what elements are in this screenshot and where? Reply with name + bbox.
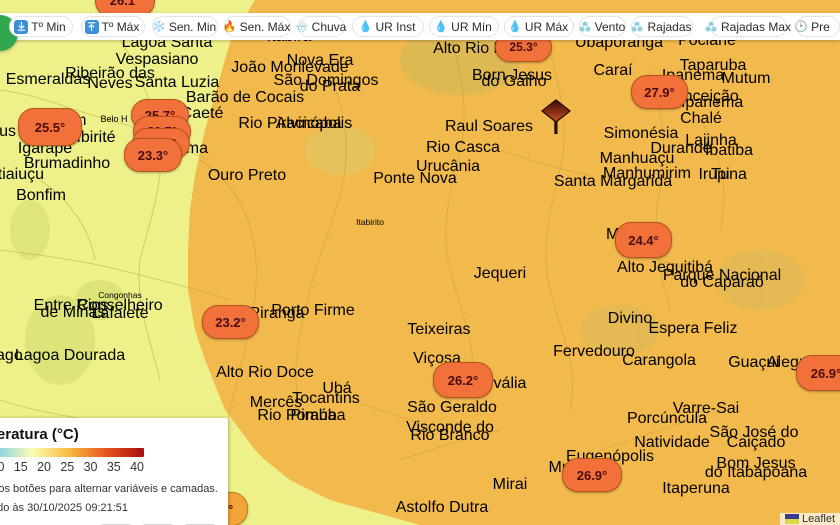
svg-text:Porcúncula: Porcúncula: [627, 410, 707, 427]
svg-text:São Geraldo: São Geraldo: [407, 399, 497, 416]
svg-text:Ibirité: Ibirité: [76, 129, 115, 146]
svg-text:Jequeri: Jequeri: [474, 265, 526, 282]
svg-text:Bonfim: Bonfim: [16, 187, 66, 204]
svg-text:Carangola: Carangola: [622, 352, 696, 369]
svg-text:Mutum: Mutum: [722, 70, 771, 87]
svg-text:do Caparaó: do Caparaó: [680, 274, 764, 291]
svg-text:Belo H: Belo H: [100, 114, 127, 124]
svg-text:Barão de Cocais: Barão de Cocais: [186, 89, 304, 106]
svg-text:Mirai: Mirai: [493, 476, 528, 493]
svg-text:Rio Branco: Rio Branco: [410, 427, 489, 444]
svg-text:Alvinópolis: Alvinópolis: [276, 115, 352, 132]
svg-text:Caiçado: Caiçado: [727, 434, 786, 451]
svg-text:Tuna: Tuna: [711, 166, 747, 183]
svg-text:Teixeiras: Teixeiras: [407, 321, 470, 338]
svg-text:Porto Firme: Porto Firme: [271, 302, 355, 319]
svg-text:Espera Feliz: Espera Feliz: [649, 320, 738, 337]
svg-text:Itabirito: Itabirito: [356, 217, 384, 227]
svg-text:Chalé: Chalé: [680, 110, 722, 127]
svg-text:Lagoa Dourada: Lagoa Dourada: [15, 347, 125, 364]
svg-text:Ibatiba: Ibatiba: [705, 142, 753, 159]
svg-text:Nova Era: Nova Era: [287, 52, 354, 69]
svg-text:do Galho: do Galho: [482, 73, 547, 90]
svg-text:do Itabapoana: do Itabapoana: [705, 464, 807, 481]
svg-text:Santa Margarida: Santa Margarida: [554, 173, 672, 190]
svg-text:Ouro Preto: Ouro Preto: [208, 167, 286, 184]
svg-text:Lafaiete: Lafaiete: [92, 305, 149, 322]
svg-text:Tocantins: Tocantins: [292, 390, 360, 407]
svg-text:Neves: Neves: [87, 75, 132, 92]
svg-text:do Prata: do Prata: [300, 78, 361, 95]
svg-text:Itatiaiuçu: Itatiaiuçu: [0, 166, 44, 183]
svg-text:Rio Casca: Rio Casca: [426, 139, 500, 156]
svg-text:Itaperuna: Itaperuna: [662, 480, 730, 497]
svg-text:Ponte Nova: Ponte Nova: [373, 170, 457, 187]
svg-text:Alto Rio Doce: Alto Rio Doce: [216, 364, 314, 381]
svg-text:Divino: Divino: [608, 310, 653, 327]
svg-text:Piraúba: Piraúba: [290, 407, 345, 424]
svg-text:Caraí: Caraí: [593, 62, 633, 79]
svg-text:Astolfo Dutra: Astolfo Dutra: [396, 499, 489, 516]
svg-text:Raul Soares: Raul Soares: [445, 118, 533, 135]
